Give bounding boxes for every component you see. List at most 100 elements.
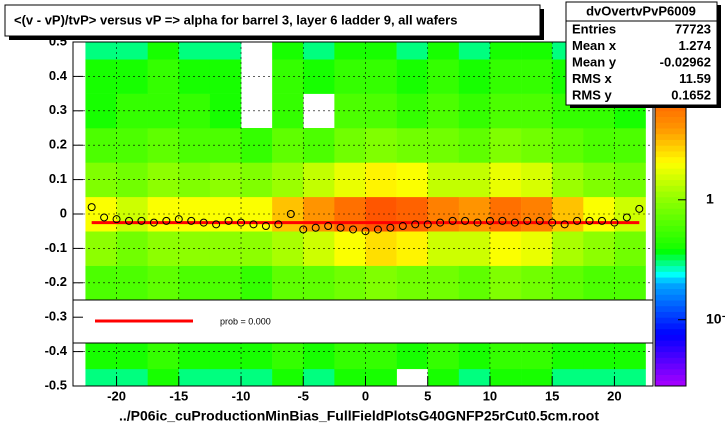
profile-point (610, 218, 619, 227)
z-tick-label: 10⁻¹ (706, 310, 725, 326)
heat-cell (614, 368, 646, 386)
profile-point (187, 216, 196, 225)
profile-point (174, 215, 183, 224)
heat-cell (521, 368, 553, 386)
heat-cell (365, 231, 397, 266)
heat-cell (241, 265, 273, 301)
heat-cell (209, 231, 242, 266)
heat-cell (365, 128, 397, 163)
heat-cell (178, 368, 211, 386)
heat-cell (365, 196, 397, 232)
heat-cell (583, 368, 615, 386)
y-tick-label: -0.4 (45, 343, 68, 358)
heat-cell (521, 196, 553, 232)
heat-cell (521, 42, 553, 60)
heat-cell (85, 265, 117, 301)
profile-point (199, 218, 208, 227)
heat-cell (116, 59, 148, 94)
y-tick-label: 0.4 (49, 68, 68, 83)
heat-cell (396, 128, 429, 163)
profile-point (473, 218, 482, 227)
heat-cell (458, 368, 491, 386)
profile-point (311, 223, 320, 232)
heat-cell (365, 42, 397, 60)
x-tick-label: 20 (607, 388, 621, 403)
y-tick-label: 0 (60, 205, 67, 220)
stats-value: 0.1652 (671, 87, 711, 102)
heat-cell (489, 59, 522, 94)
profile-point (212, 220, 221, 229)
stats-value: 77723 (675, 21, 711, 36)
heat-cell (116, 93, 148, 129)
heat-cell (85, 368, 117, 386)
heat-cell (209, 42, 242, 60)
heat-cell (116, 162, 148, 198)
profile-point (423, 220, 432, 229)
profile-point (461, 216, 470, 225)
stats-label: Mean y (572, 54, 617, 69)
heat-cell (489, 231, 522, 266)
heat-cell (147, 42, 180, 60)
chart-title: <(v - vP)/tvP> versus vP => alpha for ba… (14, 12, 457, 27)
y-tick-label: 0.1 (49, 171, 67, 186)
heat-cell (396, 265, 429, 301)
x-tick-label: 0 (362, 388, 369, 403)
heat-cell (365, 368, 397, 386)
profile-point (510, 218, 519, 227)
x-tick-label: 10 (483, 388, 497, 403)
profile-point (635, 204, 644, 213)
heat-cell (116, 128, 148, 163)
heat-cell (552, 368, 584, 386)
heat-cell (396, 93, 429, 129)
heat-cell (521, 93, 553, 129)
stats-box (565, 1, 718, 106)
profile-point (436, 218, 445, 227)
x-tick-label: -15 (169, 388, 188, 403)
heat-cell (489, 162, 522, 198)
profile-point (162, 216, 171, 225)
y-tick-label: -0.3 (45, 309, 67, 324)
profile-point (535, 216, 544, 225)
heat-cell (241, 231, 273, 266)
heat-cell (209, 196, 242, 232)
heat-cell (85, 59, 117, 94)
heat-cell (489, 128, 522, 163)
heat-cell (209, 128, 242, 163)
stats-rows: Entries 77723 Mean x 1.274 Mean y -0.02962 RMS… (572, 21, 712, 102)
heat-cell (209, 59, 242, 94)
heat-cell (241, 368, 273, 386)
profile-point (485, 216, 494, 225)
heat-cell (178, 42, 211, 60)
profile-point (336, 223, 345, 232)
profile-point (560, 220, 569, 229)
profile-point (548, 218, 557, 227)
heat-cell (489, 93, 522, 129)
profile-point (261, 222, 270, 231)
heat-cell (334, 42, 366, 60)
profile-point (398, 222, 407, 231)
heat-cell (116, 42, 148, 60)
profile-point (585, 216, 594, 225)
heat-cell (303, 368, 335, 386)
profile-point (237, 218, 246, 227)
heat-cell (521, 59, 553, 94)
heat-cell (365, 265, 397, 301)
profile-point (274, 220, 283, 229)
y-tick-label: -0.5 (45, 377, 67, 392)
heat-cell (85, 162, 117, 198)
profile-point (100, 213, 109, 222)
heat-cell (85, 42, 117, 60)
profile-point (112, 215, 121, 224)
profile-point (286, 210, 295, 218)
profile-point (523, 216, 532, 225)
heat-cell (116, 368, 148, 386)
heat-cell (85, 93, 117, 129)
profile-point (597, 216, 606, 225)
heat-cell (116, 196, 148, 232)
x-tick-label: -10 (232, 388, 251, 403)
profile-point (448, 216, 457, 225)
heat-cell (209, 93, 242, 129)
heat-cell (489, 42, 522, 60)
heat-cell (458, 42, 491, 60)
